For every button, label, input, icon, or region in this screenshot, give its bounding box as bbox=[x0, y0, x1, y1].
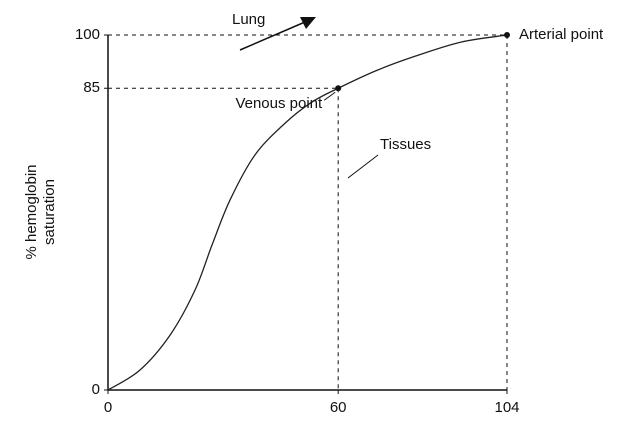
point-label: Venous point bbox=[235, 95, 323, 112]
y-label-line: % hemoglobin bbox=[23, 164, 40, 259]
lung-arrowhead bbox=[300, 17, 316, 29]
x-tick-label: 0 bbox=[104, 399, 112, 416]
x-tick-label: 60 bbox=[330, 399, 347, 416]
annotation: Tissues bbox=[380, 136, 431, 153]
annotation: Lung bbox=[232, 11, 265, 28]
y-tick-label: 0 bbox=[92, 381, 100, 398]
y-label: % hemoglobin saturation bbox=[23, 164, 58, 259]
curve bbox=[107, 34, 508, 391]
x-tick-label: 104 bbox=[494, 399, 519, 416]
point bbox=[504, 32, 510, 38]
lung-arrow bbox=[239, 21, 306, 51]
leader-line bbox=[347, 154, 379, 179]
point-label: Arterial point bbox=[519, 26, 604, 43]
point bbox=[335, 85, 342, 92]
y-tick-label: 100 bbox=[75, 26, 100, 43]
leader-line bbox=[323, 91, 336, 101]
y-tick-label: 85 bbox=[83, 79, 100, 96]
y-label-line: saturation bbox=[41, 179, 58, 245]
